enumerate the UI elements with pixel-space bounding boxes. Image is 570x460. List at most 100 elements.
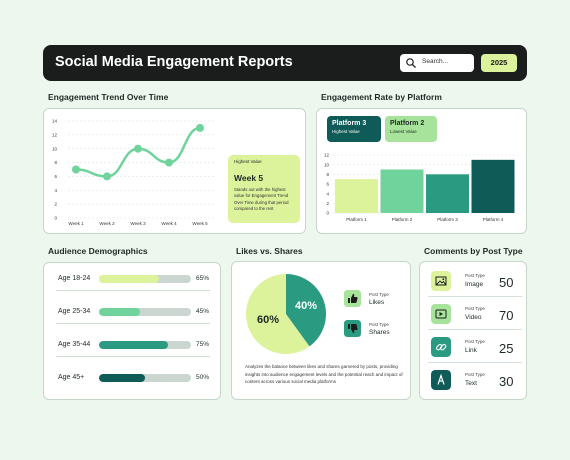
platform-bar — [380, 169, 424, 213]
trend-point — [165, 158, 173, 167]
x-tick-label: Week 4 — [161, 221, 177, 226]
likes-shares-pie — [246, 274, 326, 354]
platform-bar — [335, 179, 378, 213]
x-tick-label: Platform 2 — [392, 217, 413, 222]
page-title: Social Media Engagement Reports — [55, 54, 293, 70]
y-tick-label: 12 — [52, 132, 58, 137]
comment-type-name: Link — [465, 347, 477, 354]
pie-slice-shares — [286, 274, 326, 347]
demographics-title: Audience Demographics — [48, 246, 148, 256]
likes-label: Likes — [369, 299, 385, 306]
demo-pct: 45% — [196, 308, 210, 315]
demo-row: Age 18-24 65% — [56, 269, 210, 291]
y-tick-label: 10 — [52, 146, 58, 151]
likes-shares-title: Likes vs. Shares — [236, 246, 303, 256]
y-tick-label: 12 — [324, 153, 330, 158]
header-bar: Social Media Engagement Reports Search..… — [43, 45, 527, 81]
trend-chart: 0 2 4 6 8 10 12 14 Week 1 Week 2 Week 3 Week 4 Week … — [52, 119, 216, 226]
comment-post-type: Post Type — [465, 273, 485, 278]
badge-lowest-sub: Lowest Value — [390, 129, 417, 134]
y-tick-label: 4 — [326, 191, 329, 196]
comment-count: 30 — [499, 374, 514, 389]
y-tick-label: 4 — [54, 188, 57, 193]
highest-value-description: Stands out with the highest value for En… — [234, 187, 289, 211]
demo-track — [99, 341, 191, 349]
y-tick-label: 8 — [54, 160, 57, 165]
shares-post-type: Post Type — [369, 322, 389, 327]
shares-pct-label: 40% — [295, 300, 318, 312]
comment-count: 50 — [499, 275, 514, 290]
pie-slice-likes — [246, 274, 310, 354]
x-tick-label: Week 3 — [130, 221, 146, 226]
badge-highest-name: Platform 3 — [332, 120, 367, 127]
y-tick-label: 0 — [54, 216, 57, 221]
likes-shares-card: 60% 40% Post Type Likes Post Type Shares… — [231, 261, 411, 400]
link-icon — [431, 337, 451, 357]
trend-point — [103, 172, 111, 181]
demo-label: Age 45+ — [58, 374, 85, 381]
demo-fill — [99, 341, 168, 349]
y-tick-label: 2 — [326, 201, 329, 206]
comments-title: Comments by Post Type — [424, 246, 523, 256]
platform-chart: 0 2 4 6 8 10 12 Platform 1 Platform 2 Platform 3 P… — [324, 153, 518, 222]
trend-card: 0 2 4 6 8 10 12 14 Week 1 Week 2 Week 3 Week 4 Week … — [43, 108, 306, 234]
comments-card: Post Type Image 50 Post Type Video 70 Po… — [419, 261, 527, 400]
demo-track — [99, 374, 191, 382]
x-tick-label: Platform 4 — [483, 217, 504, 222]
likes-post-type: Post Type — [369, 292, 389, 297]
demo-row: Age 25-34 45% — [56, 302, 210, 324]
highest-value-label: Highest Value — [234, 159, 262, 164]
trend-point — [134, 144, 142, 153]
demo-track — [99, 308, 191, 316]
likes-pct-label: 60% — [257, 314, 280, 326]
search-icon — [406, 58, 416, 68]
badge-highest: Platform 3 Highest Value — [327, 116, 381, 142]
y-tick-label: 2 — [54, 202, 57, 207]
comment-type-name: Text — [465, 380, 477, 387]
y-tick-label: 0 — [326, 211, 329, 216]
demo-label: Age 35-44 — [58, 341, 91, 348]
y-tick-label: 6 — [326, 182, 329, 187]
search-input[interactable]: Search... — [400, 54, 474, 72]
text-icon — [431, 370, 451, 390]
comment-row: Post Type Image 50 — [428, 265, 522, 297]
y-tick-label: 8 — [326, 172, 329, 177]
likes-shares-description: Analyzes the balance between likes and s… — [245, 364, 403, 384]
demo-pct: 75% — [196, 341, 210, 348]
y-tick-label: 6 — [54, 174, 57, 179]
video-icon — [431, 304, 451, 324]
platform-bar — [471, 159, 515, 213]
demo-fill — [99, 374, 145, 382]
highest-value-callout: Highest Value Week 5 Stands out with the… — [228, 155, 300, 223]
badge-highest-sub: Highest Value — [332, 129, 360, 134]
x-tick-label: Week 2 — [99, 221, 115, 226]
demo-row: Age 45+ 50% — [56, 368, 210, 390]
y-tick-label: 14 — [52, 119, 58, 124]
demo-label: Age 18-24 — [58, 275, 91, 282]
comment-row: Post Type Text 30 — [428, 364, 522, 396]
year-button[interactable]: 2025 — [481, 54, 517, 72]
highest-value-week: Week 5 — [234, 173, 264, 183]
x-tick-label: Platform 1 — [346, 217, 367, 222]
comment-row: Post Type Link 25 — [428, 331, 522, 363]
badge-lowest: Platform 2 Lowest Value — [385, 116, 437, 142]
image-icon — [431, 271, 451, 291]
comment-count: 25 — [499, 341, 514, 356]
shares-label: Shares — [369, 329, 390, 336]
trend-title: Engagement Trend Over Time — [48, 92, 169, 102]
comment-post-type: Post Type — [465, 339, 485, 344]
demo-pct: 65% — [196, 275, 210, 282]
trend-point — [72, 165, 80, 174]
comment-type-name: Video — [465, 314, 482, 321]
search-placeholder: Search... — [422, 58, 449, 65]
comment-post-type: Post Type — [465, 306, 485, 311]
demo-label: Age 25-34 — [58, 308, 91, 315]
comment-type-name: Image — [465, 281, 484, 288]
x-tick-label: Week 5 — [192, 221, 208, 226]
demo-fill — [99, 308, 141, 316]
y-tick-label: 10 — [324, 162, 330, 167]
demo-row: Age 35-44 75% — [56, 335, 210, 357]
demo-pct: 50% — [196, 374, 210, 381]
thumbs-down-icon — [344, 320, 361, 337]
